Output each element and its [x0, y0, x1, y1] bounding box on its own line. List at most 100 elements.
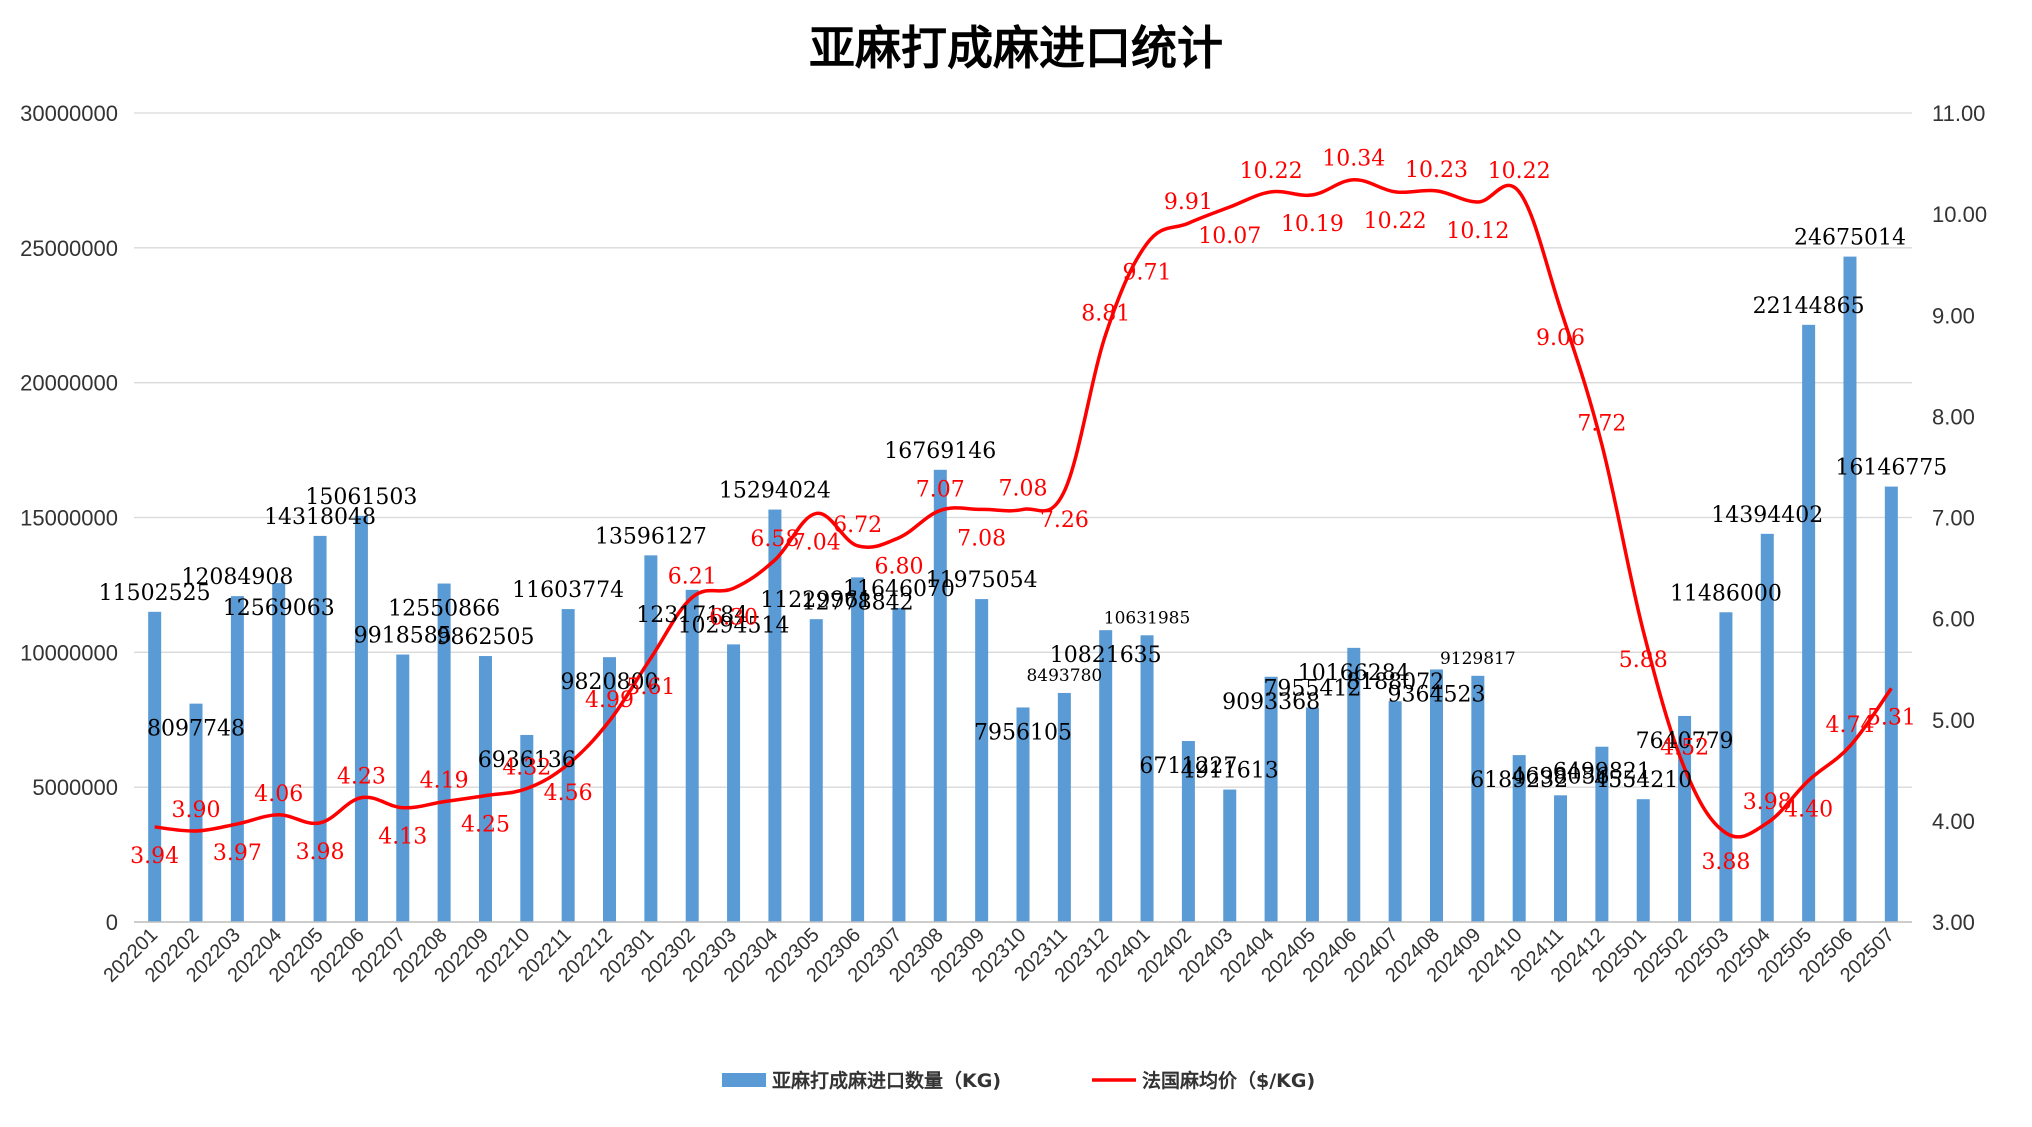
- bar: [313, 535, 327, 922]
- bar-value-label: 9129817: [1440, 649, 1516, 669]
- bar-value-label: 9862505: [436, 625, 534, 650]
- bar-value-label: 11975054: [926, 568, 1038, 593]
- y-right-tick-label: 3.00: [1932, 910, 1975, 935]
- legend-bar-label: 亚麻打成麻进口数量（KG): [772, 1069, 1001, 1092]
- bar-value-label: 14394402: [1711, 503, 1823, 528]
- bar-value-label: 11502525: [99, 581, 211, 606]
- bar: [272, 583, 286, 922]
- line-value-label: 6.80: [874, 555, 923, 580]
- y-right-tick-label: 9.00: [1932, 303, 1975, 328]
- bar: [1016, 707, 1030, 922]
- bar-value-label: 8097748: [147, 717, 245, 742]
- bar: [685, 589, 699, 922]
- bar-value-label: 9364523: [1387, 682, 1485, 707]
- bar-value-label: 7956105: [974, 720, 1072, 745]
- bar-value-label: 10294514: [678, 613, 790, 638]
- bar-value-label: 4554210: [1594, 768, 1692, 793]
- line-value-label: 10.23: [1405, 158, 1468, 183]
- bar: [1140, 635, 1154, 922]
- data-labels: 1150252580977481208490812569063143180481…: [99, 147, 1948, 875]
- line-value-label: 10.34: [1322, 147, 1385, 172]
- line-value-label: 4.40: [1784, 797, 1833, 822]
- line-value-label: 6.30: [709, 605, 758, 630]
- bar: [851, 577, 865, 922]
- bar-value-label: 9820800: [561, 670, 659, 695]
- y-left-tick-label: 10000000: [20, 640, 118, 665]
- bar: [1636, 799, 1650, 922]
- bar-value-label: 7640779: [1636, 729, 1734, 754]
- bar: [975, 599, 989, 922]
- bar-value-label: 9918585: [354, 624, 452, 649]
- bar: [933, 469, 947, 922]
- line-value-label: 10.22: [1364, 209, 1427, 234]
- bar-value-label: 15294024: [719, 479, 831, 504]
- gridlines: [134, 112, 1912, 923]
- line-value-label: 4.06: [254, 782, 303, 807]
- bar: [1264, 676, 1278, 922]
- chart-title: 亚麻打成麻进口统计: [809, 21, 1223, 75]
- line-value-label: 4.23: [337, 765, 386, 790]
- bar-value-label: 13596127: [595, 524, 707, 549]
- bar: [1471, 675, 1485, 922]
- line-value-label: 7.08: [999, 476, 1048, 501]
- bar: [1802, 324, 1816, 923]
- y-right-tick-label: 10.00: [1932, 202, 1987, 227]
- bar: [1388, 701, 1402, 922]
- bar: [1305, 707, 1319, 922]
- bar-value-label: 16146775: [1835, 456, 1947, 481]
- bar-value-label: 10631985: [1104, 608, 1191, 628]
- bar: [230, 596, 244, 922]
- bar-value-label: 7955412: [1263, 676, 1361, 701]
- line-value-label: 5.88: [1619, 648, 1668, 673]
- bar: [189, 703, 203, 922]
- bar-value-label: 11646070: [843, 577, 955, 602]
- line-value-label: 10.19: [1281, 212, 1344, 237]
- bar: [437, 583, 451, 922]
- bar: [1099, 630, 1113, 922]
- bar-value-label: 16769146: [884, 439, 996, 464]
- line-value-label: 3.98: [296, 840, 345, 865]
- line-value-label: 9.91: [1164, 190, 1213, 215]
- line-value-label: 10.12: [1446, 219, 1509, 244]
- bar-value-label: 12084908: [181, 565, 293, 590]
- line-value-label: 8.81: [1081, 301, 1130, 326]
- line-value-label: 5.61: [626, 675, 675, 700]
- line-series: [154, 177, 1893, 839]
- bar: [1512, 755, 1526, 922]
- bar: [809, 619, 823, 922]
- bar-value-label: 11603774: [512, 578, 624, 603]
- bar-value-label: 4698056: [1512, 764, 1610, 789]
- line-value-label: 9.06: [1536, 326, 1585, 351]
- y-right-tick-label: 11.00: [1932, 101, 1985, 126]
- line-value-label: 6.58: [750, 527, 799, 552]
- line-value-label: 9.71: [1123, 260, 1172, 285]
- line-value-label: 4.74: [1825, 713, 1874, 738]
- bar-value-label: 24675014: [1794, 226, 1906, 251]
- bar-value-label: 8188072: [1346, 670, 1444, 695]
- bar-value-label: 10166284: [1298, 661, 1410, 686]
- bar: [1678, 715, 1692, 922]
- line-value-label: 4.99: [585, 688, 634, 713]
- bar: [354, 515, 368, 922]
- line-value-label: 6.21: [668, 564, 717, 589]
- line-value-label: 3.88: [1701, 850, 1750, 875]
- line-value-label: 4.52: [1660, 735, 1709, 760]
- line-value-label: 4.32: [502, 756, 551, 781]
- legend-line-label: 法国麻均价（$/KG): [1142, 1069, 1315, 1092]
- y-left-tick-label: 15000000: [20, 506, 118, 531]
- legend-bar-swatch: [722, 1073, 766, 1087]
- legend: 亚麻打成麻进口数量（KG) 法国麻均价（$/KG): [722, 1069, 1315, 1092]
- y-left-tick-label: 30000000: [20, 101, 118, 126]
- line-value-label: 10.22: [1240, 159, 1303, 184]
- line-value-label: 3.90: [172, 798, 221, 823]
- bar: [1429, 669, 1443, 922]
- bar-value-label: 10821635: [1050, 643, 1162, 668]
- line-value-label: 6.72: [833, 513, 882, 538]
- y-left-tick-label: 20000000: [20, 371, 118, 396]
- bar: [892, 607, 906, 922]
- line-value-label: 3.98: [1743, 790, 1792, 815]
- bar: [1554, 795, 1568, 922]
- y-right-tick-label: 5.00: [1932, 708, 1975, 733]
- bar: [727, 644, 741, 922]
